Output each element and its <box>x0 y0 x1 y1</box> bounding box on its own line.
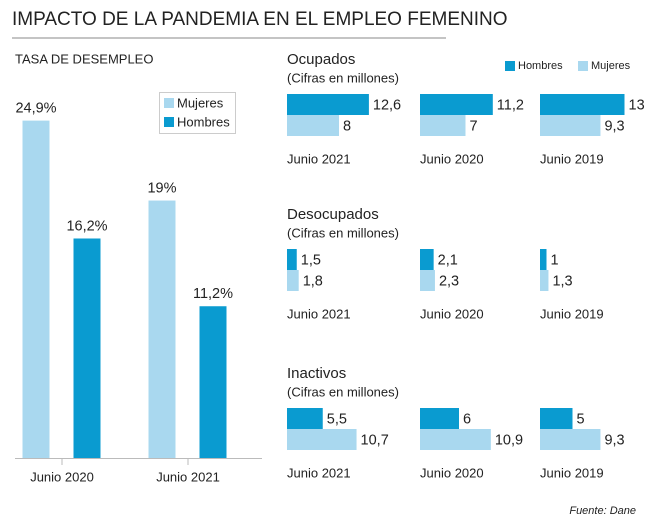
category-label: Junio 2019 <box>540 151 604 166</box>
legend-box <box>159 92 236 134</box>
bar <box>420 429 491 450</box>
chart-title: Desocupados <box>287 206 379 223</box>
value-label: 7 <box>470 118 478 134</box>
chart-subtitle: (Cifras en millones) <box>287 225 399 240</box>
category-label: Junio 2021 <box>287 151 351 166</box>
bar <box>420 270 435 291</box>
bar <box>22 120 50 458</box>
bar <box>287 115 339 136</box>
bar <box>73 238 101 458</box>
bar <box>540 408 573 429</box>
bar <box>420 94 493 115</box>
x-tick-label: Junio 2020 <box>30 469 94 484</box>
category-label: Junio 2021 <box>287 465 351 480</box>
bar <box>420 115 466 136</box>
bar <box>287 429 357 450</box>
value-label: 10,7 <box>361 432 389 448</box>
bar <box>540 429 601 450</box>
bar <box>287 249 297 270</box>
category-label: Junio 2020 <box>420 151 484 166</box>
x-tick-label: Junio 2021 <box>156 469 220 484</box>
value-label: 2,3 <box>439 273 459 289</box>
chart-subtitle: (Cifras en millones) <box>287 70 399 85</box>
value-label: 16,2% <box>66 218 107 234</box>
legend-label: Hombres <box>518 60 563 72</box>
value-label: 11,2 <box>497 97 524 113</box>
category-label: Junio 2020 <box>420 306 484 321</box>
value-label: 10,9 <box>495 432 523 448</box>
legend-swatch <box>578 61 588 71</box>
chart-title: TASA DE DESEMPLEO <box>15 51 153 66</box>
bar <box>199 306 227 458</box>
bar <box>540 115 601 136</box>
category-label: Junio 2019 <box>540 306 604 321</box>
bar <box>420 249 434 270</box>
value-label: 5 <box>577 411 585 427</box>
chart-subtitle: (Cifras en millones) <box>287 384 399 399</box>
value-label: 8 <box>343 118 351 134</box>
page-title: IMPACTO DE LA PANDEMIA EN EL EMPLEO FEME… <box>12 9 508 30</box>
legend-swatch <box>505 61 515 71</box>
legend-label: Mujeres <box>177 95 224 110</box>
value-label: 9,3 <box>604 118 624 134</box>
legend-swatch <box>164 117 174 127</box>
bar <box>420 408 459 429</box>
value-label: 5,5 <box>327 411 347 427</box>
value-label: 13 <box>629 97 645 113</box>
value-label: 19% <box>147 180 176 196</box>
value-label: 1,8 <box>303 273 323 289</box>
legend-swatch <box>164 98 174 108</box>
legend-label: Mujeres <box>591 60 631 72</box>
category-label: Junio 2021 <box>287 306 351 321</box>
chart-title: Inactivos <box>287 365 346 382</box>
category-label: Junio 2019 <box>540 465 604 480</box>
value-label: 9,3 <box>604 432 624 448</box>
bar <box>287 94 369 115</box>
value-label: 24,9% <box>15 100 56 116</box>
bar <box>287 270 299 291</box>
bar <box>287 408 323 429</box>
bar <box>148 200 176 459</box>
value-label: 1,5 <box>301 252 321 268</box>
value-label: 6 <box>463 411 471 427</box>
value-label: 1 <box>551 252 559 268</box>
bar <box>540 249 547 270</box>
bar <box>540 270 549 291</box>
bar <box>540 94 625 115</box>
chart-title: Ocupados <box>287 51 355 68</box>
source: Fuente: Dane <box>569 505 636 517</box>
category-label: Junio 2020 <box>420 465 484 480</box>
value-label: 12,6 <box>373 97 401 113</box>
legend-label: Hombres <box>177 114 230 129</box>
value-label: 2,1 <box>438 252 458 268</box>
value-label: 1,3 <box>552 273 572 289</box>
value-label: 11,2% <box>193 286 233 302</box>
